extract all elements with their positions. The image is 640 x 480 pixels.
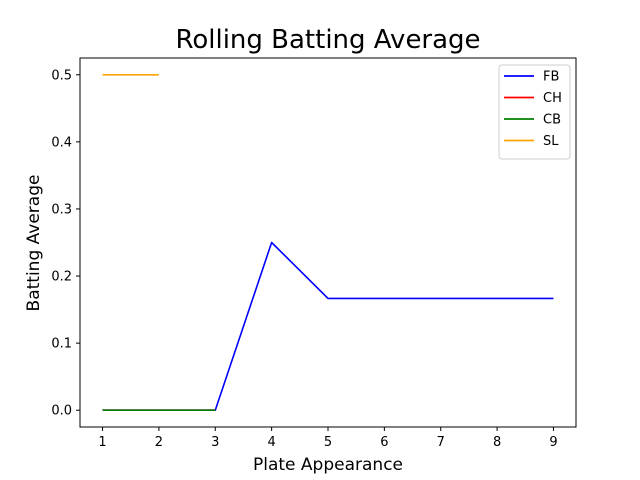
y-tick-label: 0.1	[51, 337, 72, 352]
x-tick-label: 5	[324, 435, 332, 450]
y-tick-label: 0.4	[51, 135, 72, 150]
legend-label-sl: SL	[543, 134, 559, 149]
x-tick-label: 3	[211, 435, 219, 450]
y-tick-label: 0.2	[51, 270, 72, 285]
legend-box	[498, 64, 571, 160]
x-tick-label: 8	[493, 435, 501, 450]
plot-area: 1 2 3 4 5 6 7 8 9 0.0 0.1 0.2 0.3 0.4 0.5	[51, 57, 577, 450]
legend-label-cb: CB	[543, 113, 561, 128]
y-tick-label: 0.0	[51, 404, 72, 419]
x-axis-label: Plate Appearance	[253, 455, 403, 475]
x-tick-label: 2	[155, 435, 163, 450]
y-axis-label: Batting Average	[24, 175, 44, 312]
x-tick-label: 6	[380, 435, 388, 450]
legend-label-ch: CH	[543, 91, 562, 106]
x-tick-label: 4	[267, 435, 275, 450]
y-tick-label: 0.3	[51, 202, 72, 217]
x-tick-label: 1	[98, 435, 106, 450]
y-tick-label: 0.5	[51, 68, 72, 83]
x-tick-label: 9	[549, 435, 557, 450]
x-tick-label: 7	[437, 435, 445, 450]
chart-title: Rolling Batting Average	[175, 25, 480, 55]
legend-label-fb: FB	[543, 70, 559, 85]
legend: FB CH CB SL	[498, 64, 571, 160]
